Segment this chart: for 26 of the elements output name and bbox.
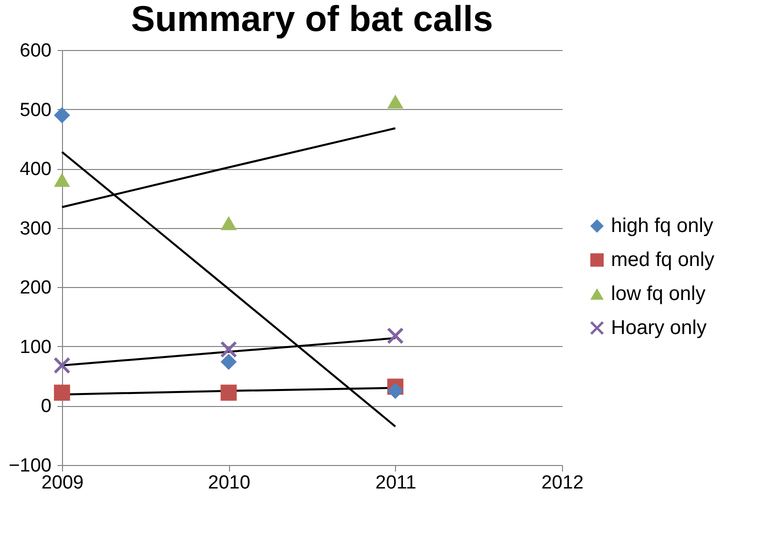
x-tick-label: 2010: [208, 472, 250, 494]
point: [387, 382, 404, 399]
legend-label: Hoary only: [611, 317, 707, 339]
y-tick-label: 600: [20, 40, 52, 62]
chart-title: Summary of bat calls: [130, 0, 494, 39]
point: [54, 357, 70, 374]
point: [54, 384, 70, 401]
y-tick-label: 0: [40, 396, 52, 418]
point: [387, 328, 404, 344]
point: [54, 107, 70, 124]
y-tick-label: 100: [20, 336, 52, 358]
y-tick-label: 300: [20, 218, 52, 240]
point: [387, 94, 404, 109]
legend-label: med fq only: [611, 249, 714, 271]
point: [220, 354, 237, 370]
y-tick-label: 500: [20, 100, 52, 121]
point: [220, 216, 237, 230]
point: [220, 341, 237, 358]
y-tick-label: 200: [20, 278, 52, 299]
legend-label: low fq only: [611, 283, 706, 305]
y-tick-label: 400: [20, 159, 52, 180]
x-tick-label: 2012: [541, 472, 584, 494]
point: [220, 384, 237, 401]
x-tick-label: 2011: [375, 472, 416, 494]
legend-label: high fq only: [611, 215, 714, 237]
point: [54, 172, 70, 187]
